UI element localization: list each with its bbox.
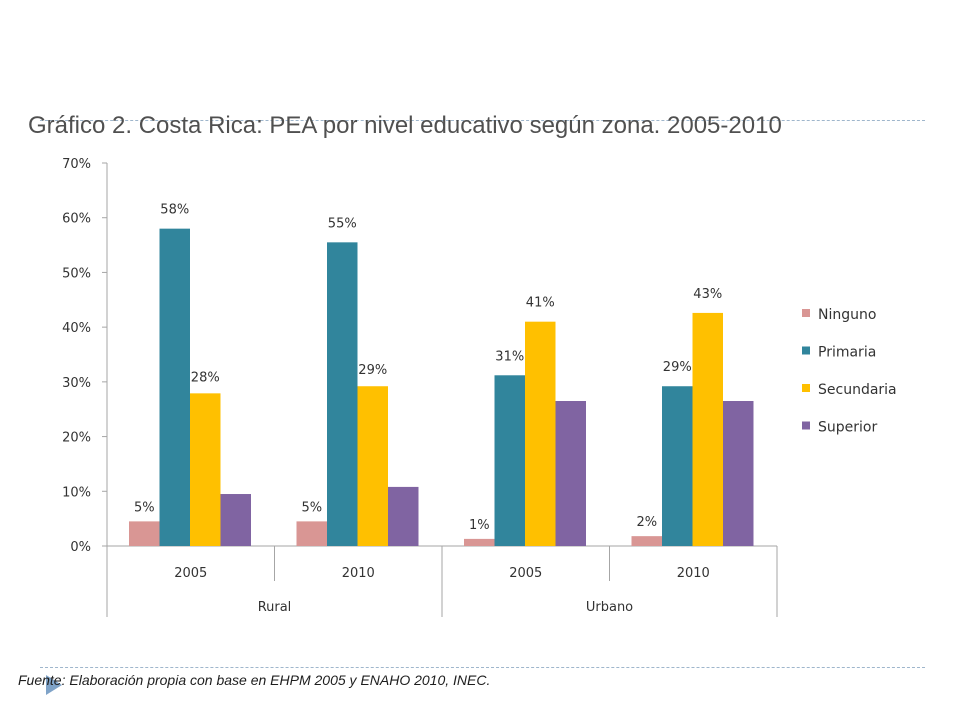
- legend-label: Ninguno: [818, 307, 876, 323]
- x-tick-label: 2005: [174, 566, 207, 581]
- data-label: 43%: [693, 287, 722, 302]
- source-ref-enaho: ENAHO 2010: [360, 672, 446, 688]
- data-label: 31%: [495, 349, 524, 364]
- y-tick-label: 10%: [62, 485, 91, 500]
- bar-secundaria: [190, 393, 221, 546]
- bar-primaria: [327, 242, 358, 547]
- legend-label: Superior: [818, 420, 877, 436]
- x-tick-label: 2005: [509, 566, 542, 581]
- bar-ninguno: [464, 538, 495, 546]
- group-label: Rural: [258, 600, 292, 615]
- data-label: 5%: [301, 500, 322, 515]
- legend-swatch-ninguno: [802, 309, 810, 317]
- source-prefix: Fuente: Elaboración propia con base en: [18, 672, 271, 688]
- y-tick-label: 30%: [62, 376, 91, 391]
- bar-ninguno: [296, 521, 327, 546]
- data-label: 29%: [663, 360, 692, 375]
- y-tick-label: 70%: [62, 157, 91, 172]
- legend-swatch-superior: [802, 421, 810, 430]
- data-label: 58%: [160, 203, 189, 218]
- chart-title: Gráfico 2. Costa Rica: PEA por nivel edu…: [28, 112, 782, 139]
- bar-superior: [388, 486, 419, 546]
- data-label: 29%: [358, 363, 387, 378]
- top-divider: [40, 120, 925, 121]
- bar-primaria: [662, 386, 693, 546]
- bar-ninguno: [631, 536, 662, 546]
- data-label: 1%: [469, 518, 490, 533]
- data-label: 5%: [134, 500, 155, 515]
- bottom-divider: [40, 667, 925, 668]
- legend-swatch-secundaria: [802, 384, 810, 392]
- source-suffix: , INEC.: [445, 672, 491, 688]
- legend-swatch-primaria: [802, 346, 810, 355]
- data-label: 41%: [526, 296, 555, 311]
- group-label: Urbano: [586, 600, 633, 615]
- bar-superior: [723, 401, 754, 546]
- source-mid: y: [345, 672, 361, 688]
- source-note: Fuente: Elaboración propia con base en E…: [18, 672, 490, 688]
- bar-superior: [555, 401, 586, 546]
- y-tick-label: 40%: [62, 321, 91, 336]
- bar-primaria: [494, 375, 525, 546]
- arrow-right-icon: [46, 675, 62, 695]
- bar-secundaria: [525, 321, 556, 546]
- bar-secundaria: [692, 312, 723, 546]
- bar-ninguno: [129, 521, 160, 546]
- data-label: 28%: [191, 370, 220, 385]
- y-tick-label: 60%: [62, 212, 91, 227]
- bar-primaria: [159, 228, 190, 546]
- x-tick-label: 2010: [677, 566, 710, 581]
- y-tick-label: 20%: [62, 431, 91, 446]
- x-tick-label: 2010: [342, 566, 375, 581]
- data-label: 55%: [328, 216, 357, 231]
- bar-secundaria: [357, 386, 388, 546]
- data-label: 2%: [636, 515, 657, 530]
- legend-label: Secundaria: [818, 382, 897, 398]
- bar-superior: [220, 494, 251, 546]
- legend-label: Primaria: [818, 345, 876, 361]
- source-ref-ehpm: EHPM 2005: [270, 672, 346, 688]
- y-tick-label: 50%: [62, 266, 91, 281]
- y-tick-label: 0%: [70, 540, 91, 555]
